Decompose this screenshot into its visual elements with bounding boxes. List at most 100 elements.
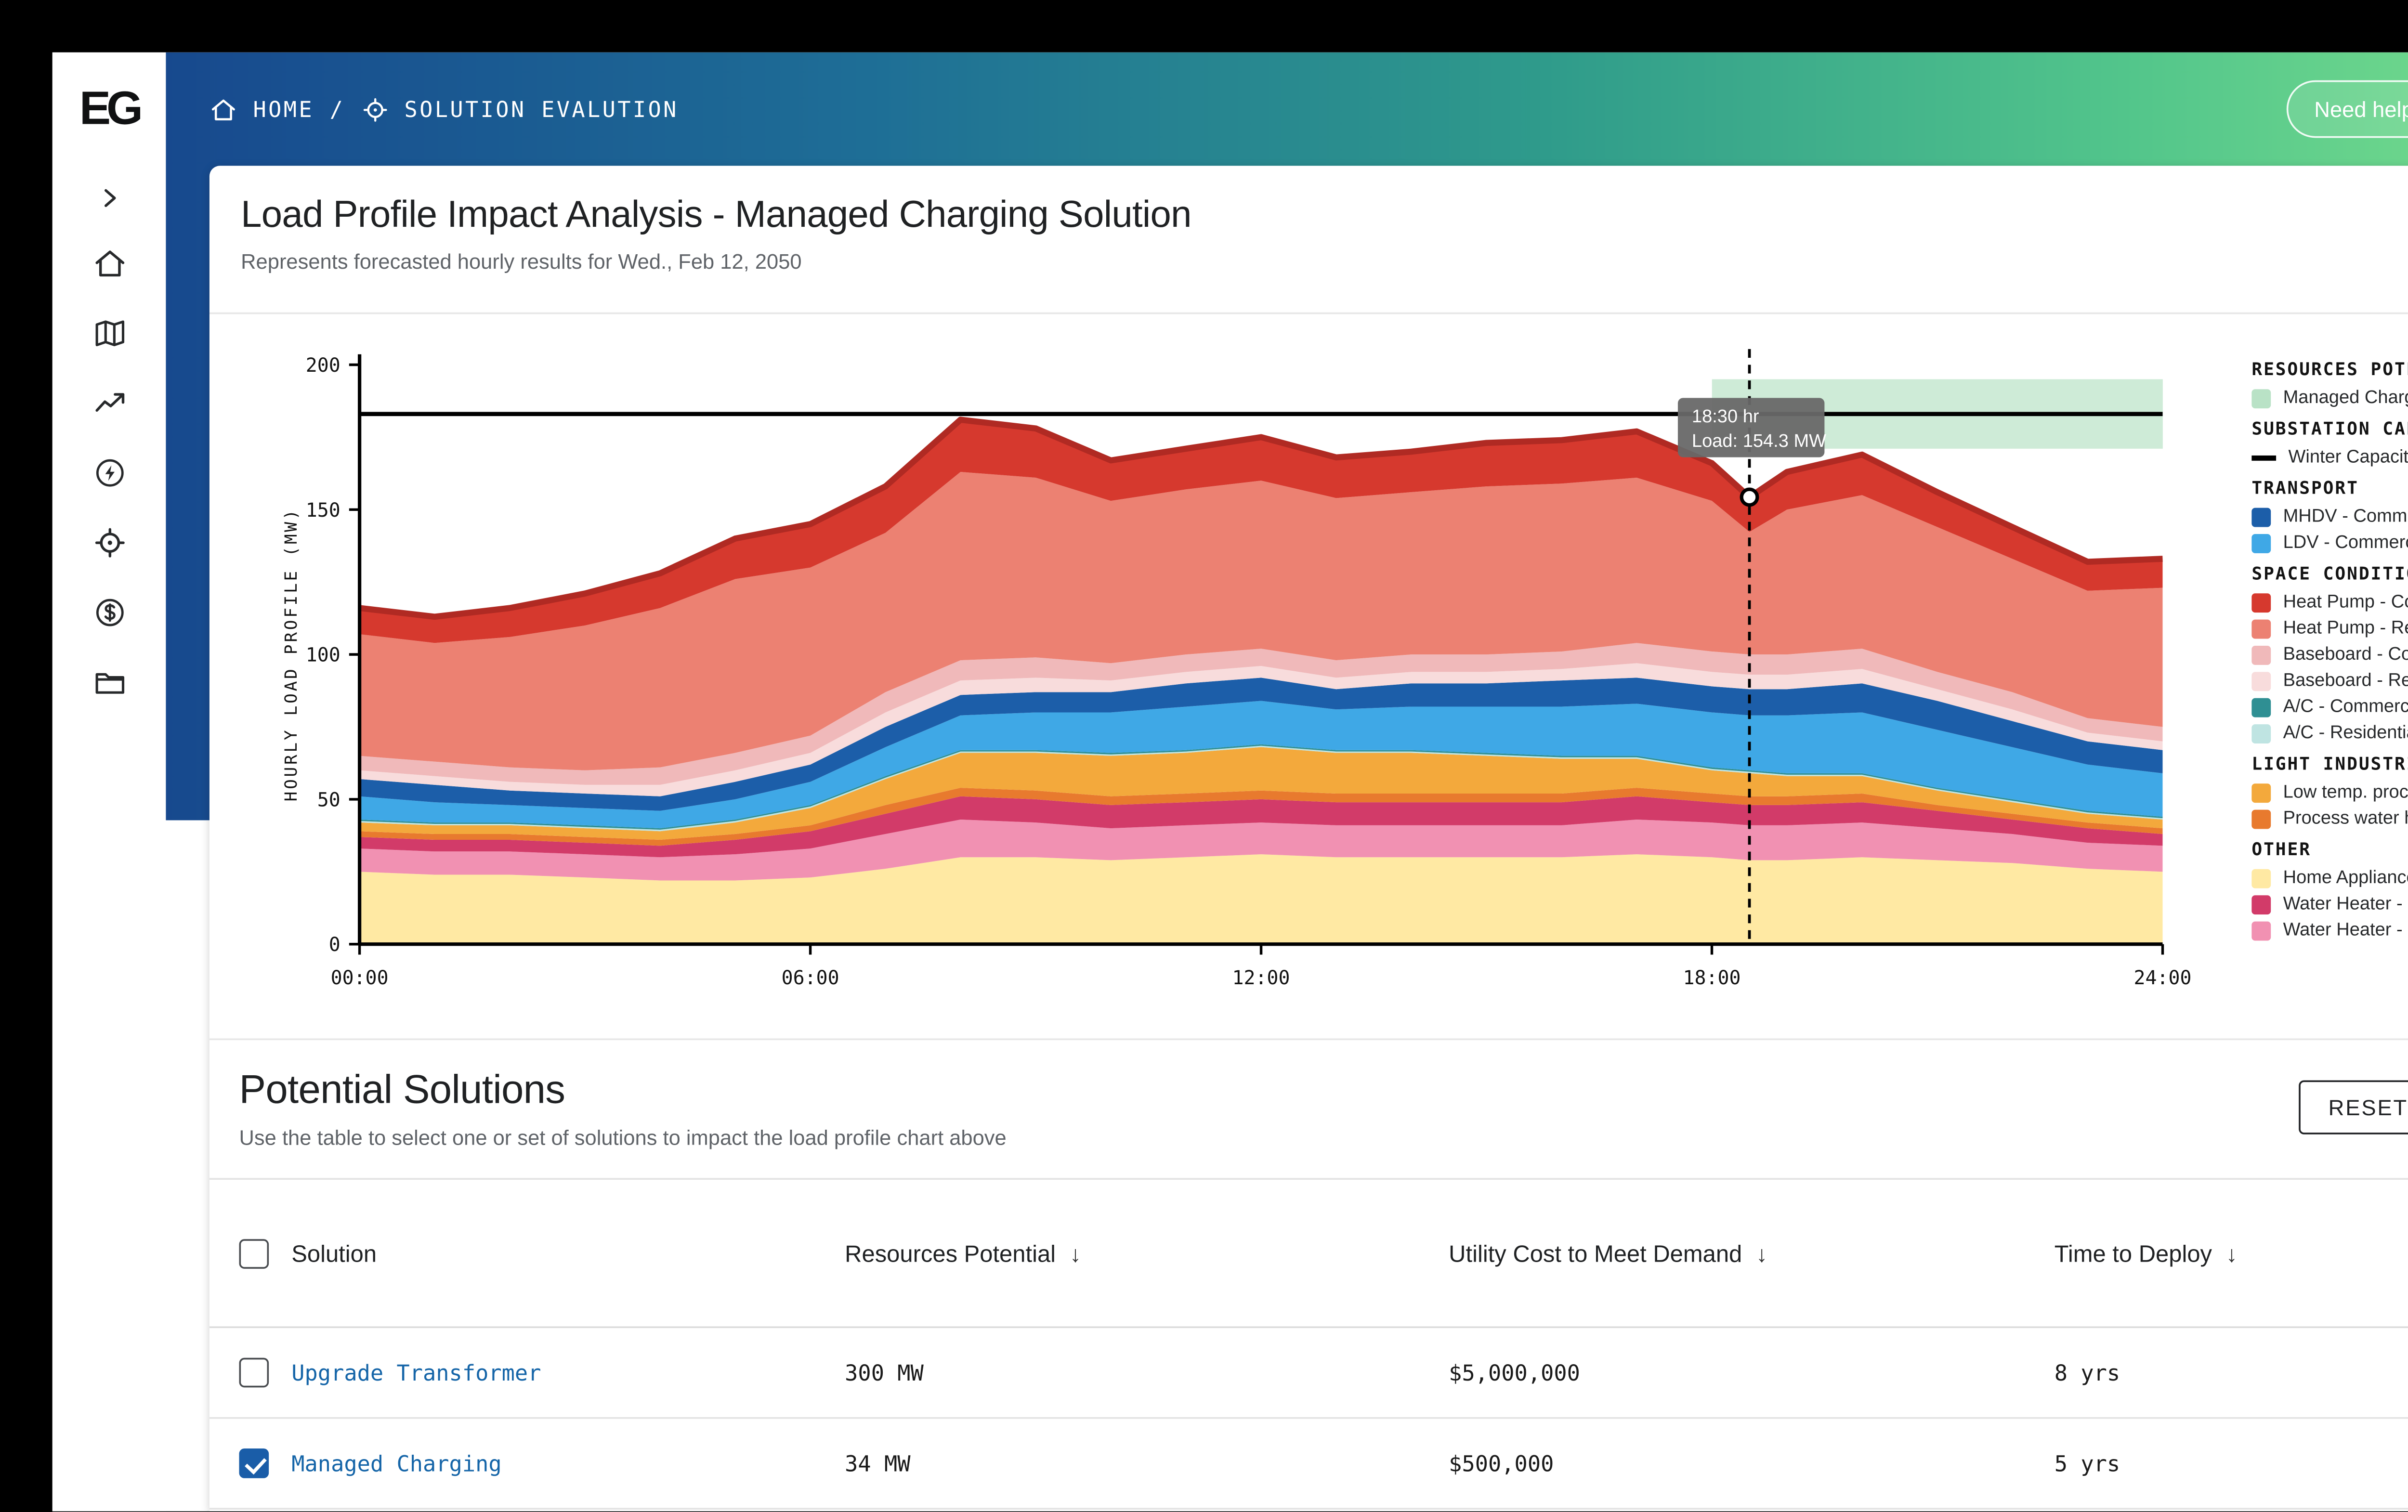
solution-link[interactable]: Managed Charging bbox=[291, 1450, 502, 1477]
chart-section: 0 50 100 150 200 00:00 06:00 12:00 18:00 24:00 HOU… bbox=[209, 314, 2408, 1038]
app-logo[interactable]: EG bbox=[79, 82, 143, 135]
dollar-icon bbox=[95, 599, 123, 626]
chart-tooltip: 18:30 hr Load: 154.3 MW bbox=[1677, 398, 1826, 457]
legend-label: MHDV - Commercial bbox=[2283, 506, 2408, 527]
sort-descending-icon[interactable]: ↓ bbox=[1756, 1240, 1767, 1266]
panel-header: Load Profile Impact Analysis - Managed C… bbox=[209, 166, 2408, 314]
legend-item: A/C - Residential bbox=[2251, 722, 2408, 743]
y-tick-label: 50 bbox=[317, 789, 340, 811]
sort-descending-icon[interactable]: ↓ bbox=[2226, 1240, 2238, 1266]
row-checkbox[interactable] bbox=[239, 1357, 269, 1388]
legend-label: Heat Pump - Residential bbox=[2283, 618, 2408, 639]
legend-label: Baseboard - Commercial bbox=[2283, 644, 2408, 665]
legend-item: Low temp. process heat bbox=[2251, 782, 2408, 803]
table-body: Upgrade Transformer 300 MW $5,000,000 8 yrs… bbox=[209, 1328, 2408, 1510]
page-subtitle: Represents forecasted hourly results for… bbox=[241, 249, 802, 274]
total-load-outline bbox=[359, 417, 2163, 620]
chart-cursor-dot bbox=[1740, 487, 1759, 507]
potential-solutions-section: Potential Solutions Use the table to sel… bbox=[209, 1038, 2408, 1510]
legend-swatch bbox=[2251, 388, 2271, 408]
column-header[interactable]: Utility Cost to Meet Demand ↓ bbox=[1449, 1240, 2055, 1266]
target-icon bbox=[94, 528, 124, 558]
area-series bbox=[359, 796, 2163, 858]
legend-swatch bbox=[2251, 533, 2271, 553]
area-series bbox=[359, 419, 2163, 643]
app-window: HOME / SOLUTION EVALUTION Need help? Ask… bbox=[52, 52, 2408, 1512]
area-series bbox=[359, 854, 2163, 944]
legend-section-header: SPACE CONDITIONING bbox=[2251, 565, 2408, 585]
home-icon bbox=[209, 95, 237, 123]
topbar-actions: Need help? Ask AI ✦✦ bbox=[2286, 80, 2408, 138]
target-icon bbox=[361, 95, 389, 123]
legend-label: Managed Charging bbox=[2283, 387, 2408, 409]
area-series bbox=[359, 701, 2163, 829]
folder-icon bbox=[94, 673, 124, 694]
row-checkbox[interactable] bbox=[239, 1448, 269, 1478]
column-header-label: Utility Cost to Meet Demand bbox=[1449, 1240, 1742, 1266]
breadcrumb-home[interactable]: HOME bbox=[253, 96, 314, 122]
legend-swatch bbox=[2251, 671, 2271, 691]
main-panel: Load Profile Impact Analysis - Managed C… bbox=[209, 166, 2408, 1512]
legend-swatch bbox=[2251, 645, 2271, 665]
utility-cost-value: $500,000 bbox=[1449, 1450, 1554, 1477]
reset-button[interactable]: RESET bbox=[2298, 1080, 2408, 1134]
solution-link[interactable]: Upgrade Transformer bbox=[291, 1359, 541, 1386]
select-all-checkbox[interactable] bbox=[239, 1238, 269, 1268]
sidebar-item-analysis[interactable] bbox=[52, 368, 166, 438]
legend-item: Process water heating bbox=[2251, 808, 2408, 829]
section-title: Potential Solutions bbox=[239, 1066, 565, 1112]
sidebar-item-costs[interactable] bbox=[52, 578, 166, 648]
legend-swatch bbox=[2251, 808, 2271, 828]
tooltip-time: 18:30 hr bbox=[1692, 406, 1759, 427]
page-title: Load Profile Impact Analysis - Managed C… bbox=[241, 194, 1191, 236]
legend-swatch bbox=[2251, 507, 2271, 526]
legend-swatch bbox=[2251, 723, 2271, 743]
ask-ai-button[interactable]: Need help? Ask AI ✦✦ bbox=[2286, 80, 2408, 138]
table-row: Upgrade Transformer 300 MW $5,000,000 8 yrs bbox=[209, 1328, 2408, 1419]
legend-swatch bbox=[2251, 697, 2271, 717]
column-header[interactable]: Resources Potential ↓ bbox=[845, 1240, 1449, 1266]
legend-swatch bbox=[2251, 868, 2271, 887]
legend-label: Home Appliances bbox=[2283, 867, 2408, 888]
legend-label: LDV - Commercial bbox=[2283, 532, 2408, 553]
legend-item: A/C - Commercial bbox=[2251, 696, 2408, 717]
time-to-deploy-value: 5 yrs bbox=[2054, 1450, 2120, 1477]
area-series bbox=[359, 678, 2163, 811]
x-tick-label: 06:00 bbox=[782, 967, 839, 989]
legend-section-header: OTHER bbox=[2251, 841, 2311, 860]
legend-label: Water Heater - Residential bbox=[2283, 920, 2408, 941]
ask-ai-label: Need help? Ask AI bbox=[2314, 97, 2408, 121]
sidebar-item-map[interactable] bbox=[52, 299, 166, 368]
y-axis-label: HOURLY LOAD PROFILE (MW) bbox=[282, 508, 301, 801]
sort-descending-icon[interactable]: ↓ bbox=[1070, 1240, 1081, 1266]
legend-item: Baseboard - Residential bbox=[2251, 670, 2408, 691]
legend-swatch bbox=[2251, 618, 2271, 638]
sidebar-item-reports[interactable] bbox=[52, 648, 166, 717]
solutions-table: Solution Resources Potential ↓ Utility Cost… bbox=[209, 1178, 2408, 1510]
load-profile-chart[interactable]: 0 50 100 150 200 00:00 06:00 12:00 18:00 24:00 HOU… bbox=[244, 340, 2234, 1012]
legend-item: Heat Pump - Commercial bbox=[2251, 592, 2408, 613]
x-tick-label: 00:00 bbox=[331, 967, 389, 989]
table-header-row: Solution Resources Potential ↓ Utility Cost… bbox=[209, 1178, 2408, 1329]
legend-item: Water Heater - Residential bbox=[2251, 920, 2408, 940]
home-icon bbox=[94, 250, 124, 277]
sidebar-item-solution-evaluation[interactable] bbox=[52, 508, 166, 578]
chevron-right-icon bbox=[105, 188, 116, 207]
y-tick-label: 200 bbox=[306, 354, 340, 377]
column-header[interactable]: Time to Deploy ↓ bbox=[2055, 1240, 2408, 1266]
sidebar-item-energy[interactable] bbox=[52, 438, 166, 508]
legend-label: Water Heater - Commercial bbox=[2283, 893, 2408, 915]
column-header-label: Solution bbox=[291, 1240, 377, 1266]
breadcrumb-current: SOLUTION EVALUTION bbox=[404, 96, 679, 122]
y-tick-label: 150 bbox=[306, 499, 340, 521]
sidebar-nav bbox=[52, 166, 166, 717]
legend-swatch bbox=[2251, 920, 2271, 940]
sidebar: EG bbox=[52, 52, 166, 1512]
legend-label: Low temp. process heat bbox=[2283, 782, 2408, 803]
sidebar-expand-button[interactable] bbox=[52, 166, 166, 228]
section-actions: RESET APPLY bbox=[2298, 1080, 2408, 1134]
x-tick-label: 24:00 bbox=[2134, 967, 2192, 989]
sidebar-item-home[interactable] bbox=[52, 229, 166, 299]
tooltip-load: Load: 154.3 MW bbox=[1692, 431, 1826, 451]
